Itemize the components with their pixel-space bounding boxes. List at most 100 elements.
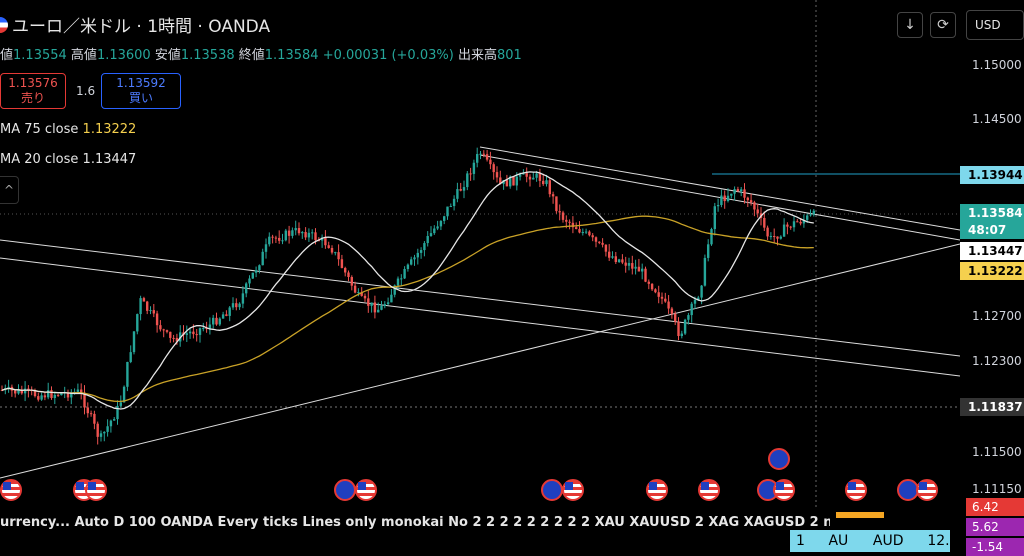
candle-body — [743, 189, 746, 198]
chevron-up-icon: ^ — [3, 183, 15, 197]
candle-body — [429, 233, 433, 237]
symbol-title[interactable]: ユーロ／米ドル · 1時間 · OANDA — [0, 12, 270, 37]
candle-body — [47, 390, 50, 398]
open-value: 1.13554 — [13, 48, 67, 63]
candle-body — [565, 219, 568, 222]
candle-body — [700, 285, 703, 298]
candle-body — [782, 224, 786, 237]
candle-body — [469, 173, 472, 175]
widget-col-1: 1 — [796, 533, 805, 549]
price-axis-tag: 1.13944 — [960, 166, 1024, 184]
candle-body — [202, 328, 205, 330]
eur-event-flag-icon[interactable] — [541, 479, 563, 501]
candle-body — [578, 229, 581, 233]
candle-body — [83, 392, 86, 408]
usd-event-flag-icon[interactable] — [646, 479, 668, 501]
currency-select[interactable]: USD — [966, 10, 1024, 40]
candle-body — [360, 292, 363, 296]
candle-body — [419, 250, 423, 253]
close-value: 1.13584 — [264, 48, 319, 63]
candle-body — [621, 259, 624, 263]
candle-body — [667, 301, 670, 309]
widget-col-3: AUD — [872, 533, 904, 549]
trend-line — [0, 239, 960, 357]
buy-price: 1.13592 — [116, 76, 166, 90]
candle-body — [192, 331, 195, 335]
indicator-label: MA 20 close — [0, 152, 79, 167]
indicator-ma20[interactable]: MA 20 close 1.13447 — [0, 152, 136, 167]
sell-button[interactable]: 1.13576 売り — [0, 73, 66, 109]
candle-body — [327, 245, 330, 248]
refresh-button[interactable]: ⟳ — [930, 12, 956, 38]
candle-body — [188, 331, 192, 334]
usd-event-flag-icon[interactable] — [773, 479, 795, 501]
candle-body — [261, 251, 264, 266]
eur-event-flag-icon[interactable] — [768, 448, 790, 470]
candle-body — [492, 164, 495, 173]
candle-body — [410, 259, 413, 265]
candle-body — [792, 221, 796, 228]
candle-body — [594, 237, 598, 242]
candle-body — [86, 407, 89, 414]
candle-body — [40, 395, 43, 400]
price-axis-tag: 1.11837 — [960, 398, 1024, 416]
sell-label: 売り — [20, 91, 45, 105]
usd-event-flag-icon[interactable] — [0, 479, 22, 501]
candle-body — [611, 256, 614, 258]
candle-body — [796, 221, 799, 223]
download-button[interactable]: ↓ — [897, 12, 923, 38]
candle-body — [766, 227, 769, 237]
trend-line — [0, 257, 960, 377]
candle-body — [720, 195, 723, 205]
candle-body — [218, 318, 221, 325]
candle-body — [509, 176, 512, 187]
candle-body — [512, 176, 515, 186]
refresh-icon: ⟳ — [937, 17, 949, 33]
usd-event-flag-icon[interactable] — [355, 479, 377, 501]
candle-body — [14, 390, 17, 394]
candle-body — [142, 298, 146, 302]
low-label: 安値 — [154, 48, 181, 63]
price-axis-tick: 1.12700 — [972, 309, 1022, 323]
price-axis-tag: 1.13447 — [960, 242, 1024, 260]
candle-body — [608, 251, 611, 258]
candle-body — [693, 299, 697, 304]
usd-event-flag-icon[interactable] — [562, 479, 584, 501]
buy-button[interactable]: 1.13592 買い — [101, 73, 181, 109]
collapse-legend-button[interactable]: ^ — [0, 176, 19, 204]
candle-body — [670, 308, 674, 314]
candle-body — [462, 187, 466, 191]
candle-body — [89, 413, 93, 415]
candle-body — [245, 283, 248, 294]
price-chart[interactable] — [0, 0, 960, 510]
candle-body — [363, 295, 367, 299]
low-value: 1.13538 — [180, 48, 235, 63]
candle-body — [515, 176, 518, 186]
candle-body — [657, 292, 660, 297]
candle-body — [806, 215, 809, 220]
candle-body — [443, 216, 446, 221]
candle-body — [373, 302, 377, 313]
candle-body — [172, 337, 175, 339]
candle-body — [660, 296, 664, 299]
candle-body — [472, 162, 476, 174]
usd-event-flag-icon[interactable] — [916, 479, 938, 501]
mini-value: 6.42 — [966, 498, 1024, 516]
candle-body — [113, 419, 116, 421]
usd-event-flag-icon[interactable] — [85, 479, 107, 501]
candle-body — [251, 272, 254, 279]
usd-event-flag-icon[interactable] — [845, 479, 867, 501]
candle-body — [149, 310, 152, 312]
trend-line — [0, 243, 960, 479]
usd-event-flag-icon[interactable] — [698, 479, 720, 501]
candle-body — [215, 317, 218, 325]
candle-body — [27, 388, 30, 390]
candle-body — [568, 221, 571, 223]
eur-event-flag-icon[interactable] — [334, 479, 356, 501]
candle-body — [624, 262, 627, 266]
candle-body — [773, 236, 776, 238]
candle-body — [413, 257, 416, 260]
candle-body — [627, 263, 631, 266]
candle-body — [558, 211, 561, 213]
indicator-ma75[interactable]: MA 75 close 1.13222 — [0, 122, 136, 137]
